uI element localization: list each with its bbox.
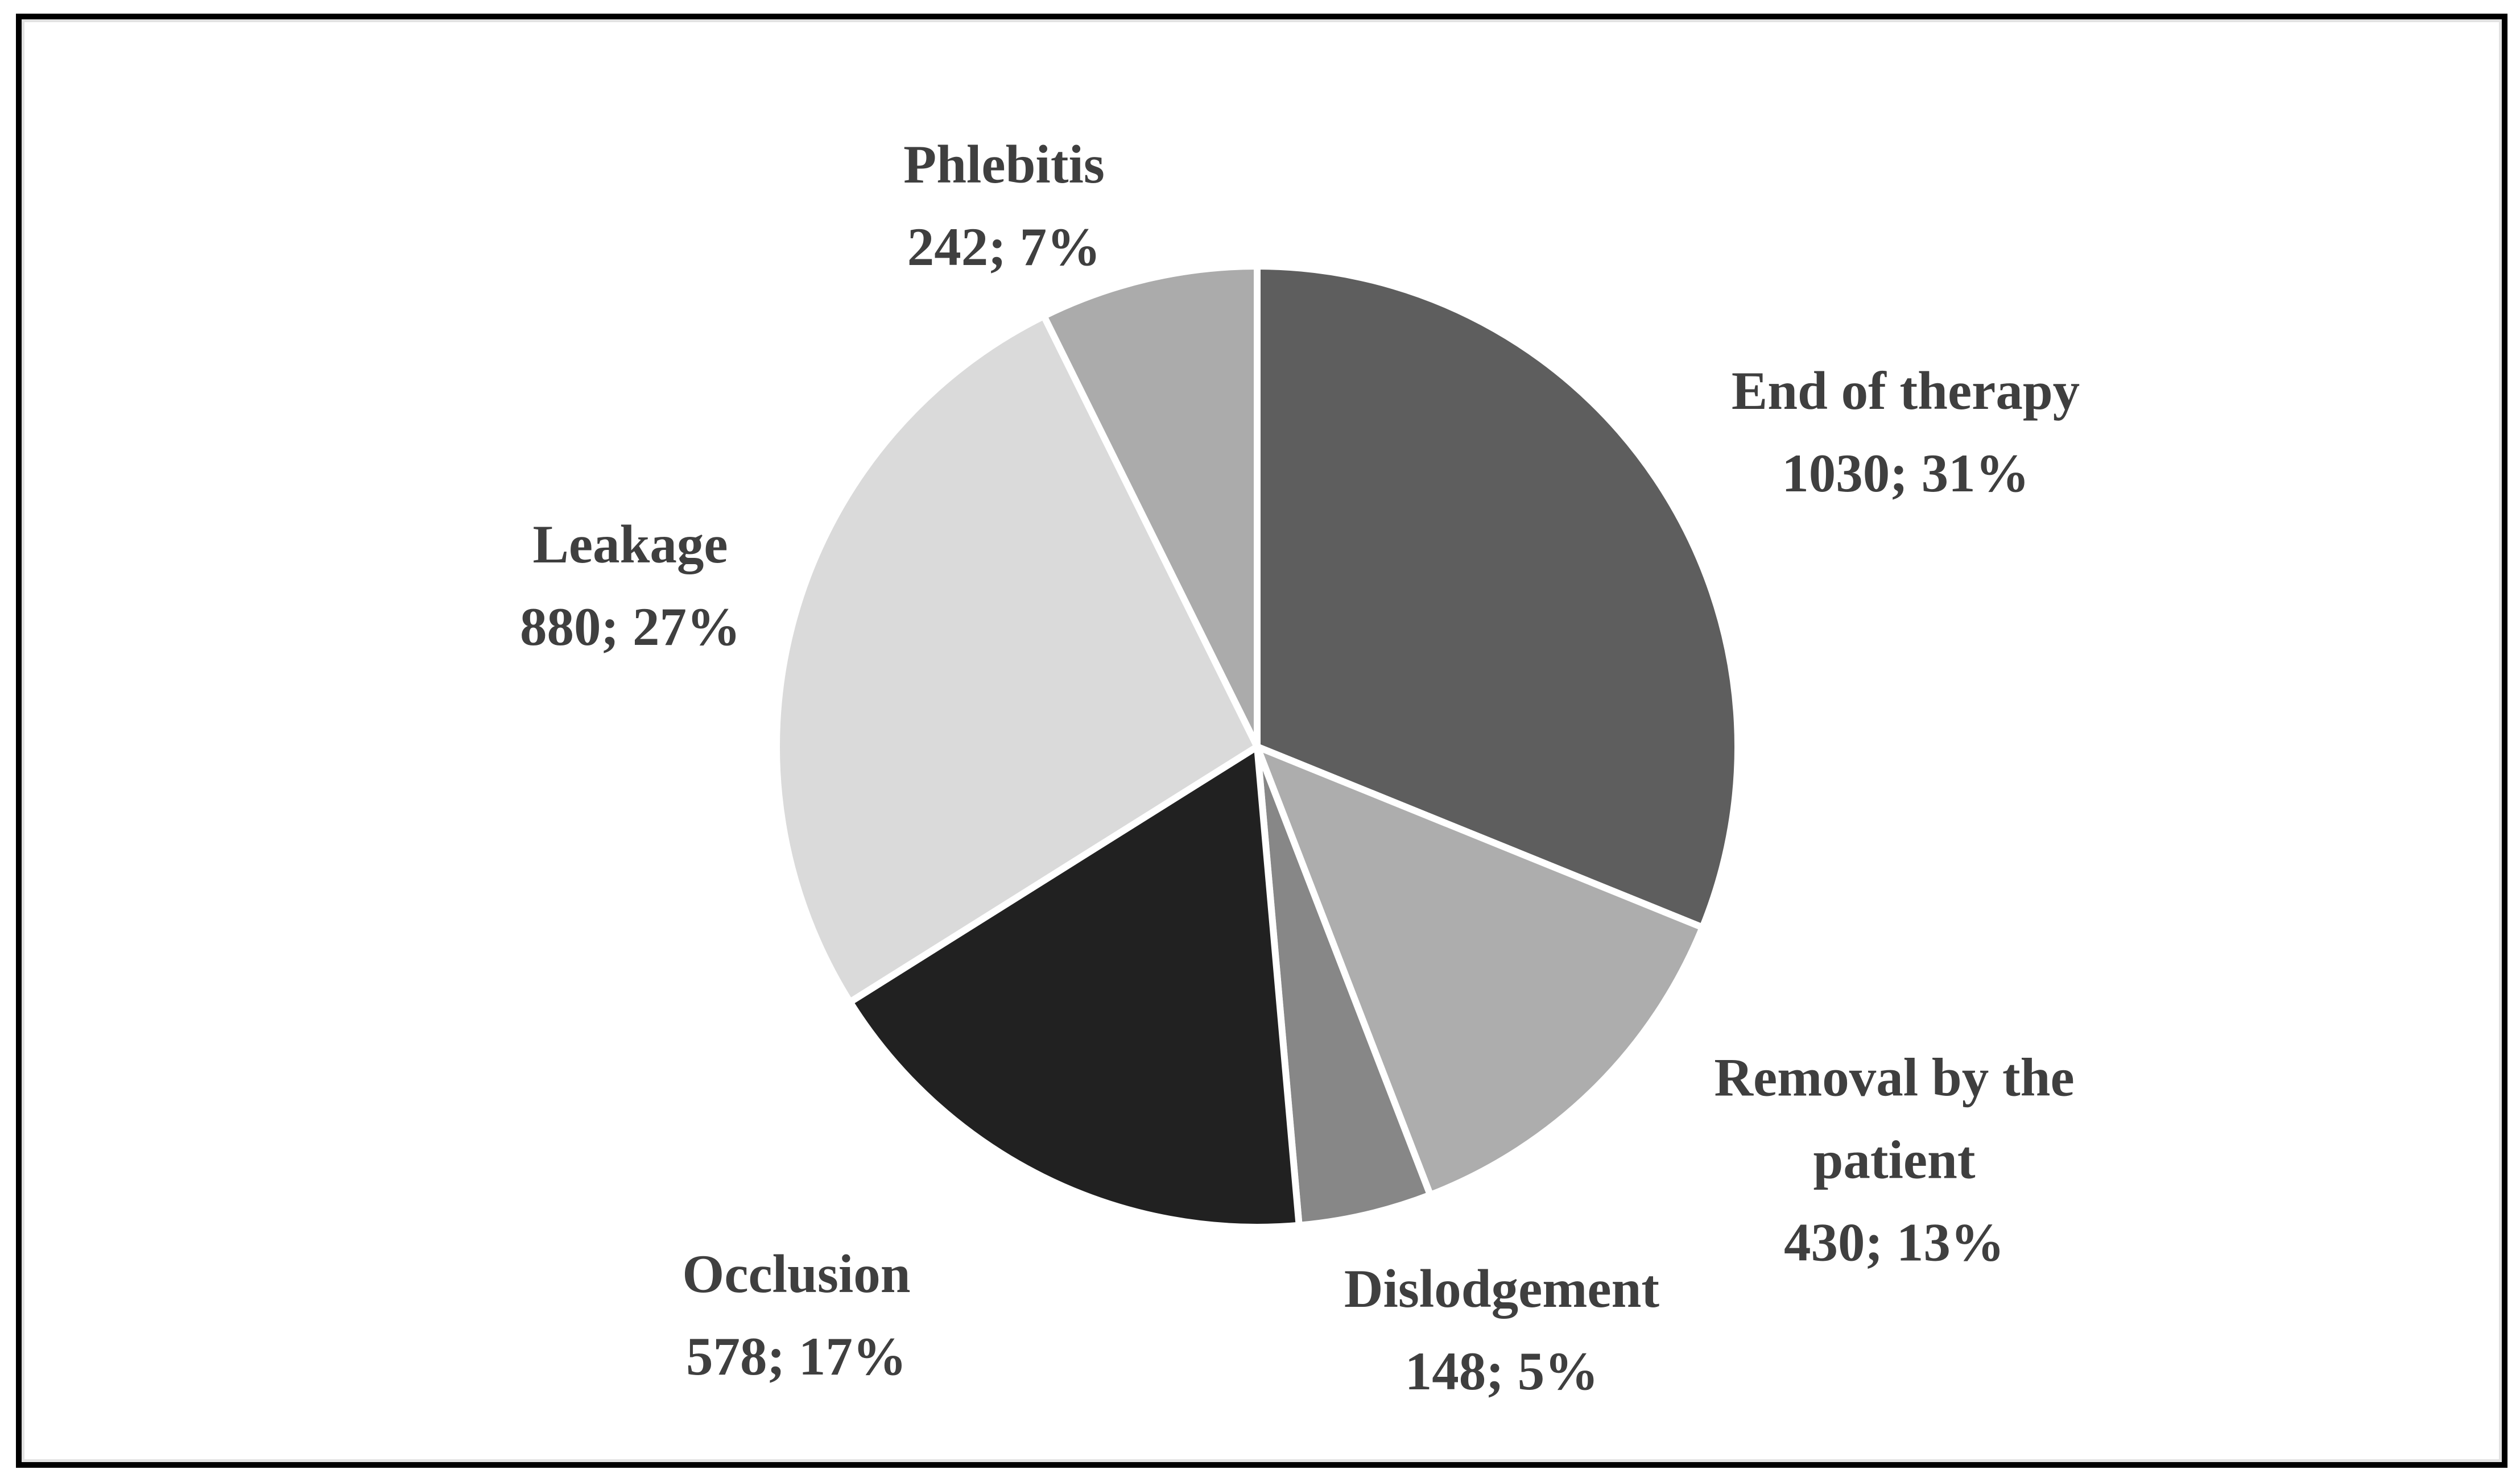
pie-slice-removal-by-the-patient [1251,740,1707,1200]
slice-value-text: 430; 13% [1784,1212,2005,1273]
slice-label-text: End of therapy [1731,361,2080,421]
slice-label-dislodgement: Dislodgement 148; 5% [1344,1248,1659,1413]
slice-label-removal-by-the-patient: Removal by the patient 430; 13% [1672,1037,2116,1284]
slice-label-leakage: Leakage 880; 27% [520,503,741,668]
slice-label-end-of-therapy: End of therapy 1030; 31% [1732,350,2080,515]
pie-slice-occlusion [845,740,1303,1231]
pie-slice-end-of-therapy [1254,262,1741,932]
slice-label-text: Phlebitis [903,134,1105,194]
slice-value-text: 242; 7% [907,217,1101,277]
pie-slice-leakage [773,311,1262,1007]
slice-label-text: Removal by the patient [1714,1047,2075,1190]
slice-label-phlebitis: Phlebitis 242; 7% [903,123,1105,288]
slice-label-text: Leakage [532,514,728,574]
slice-value-text: 880; 27% [520,597,741,657]
slice-label-text: Occlusion [682,1244,911,1304]
slice-label-occlusion: Occlusion 578; 17% [682,1233,910,1398]
slice-value-text: 1030; 31% [1782,443,2030,503]
slice-value-text: 578; 17% [686,1326,907,1386]
slice-value-text: 148; 5% [1404,1341,1599,1401]
slice-label-text: Dislodgement [1344,1259,1660,1319]
pie-slice-phlebitis [1039,262,1261,748]
pie-slice-dislodgement [1254,745,1435,1230]
